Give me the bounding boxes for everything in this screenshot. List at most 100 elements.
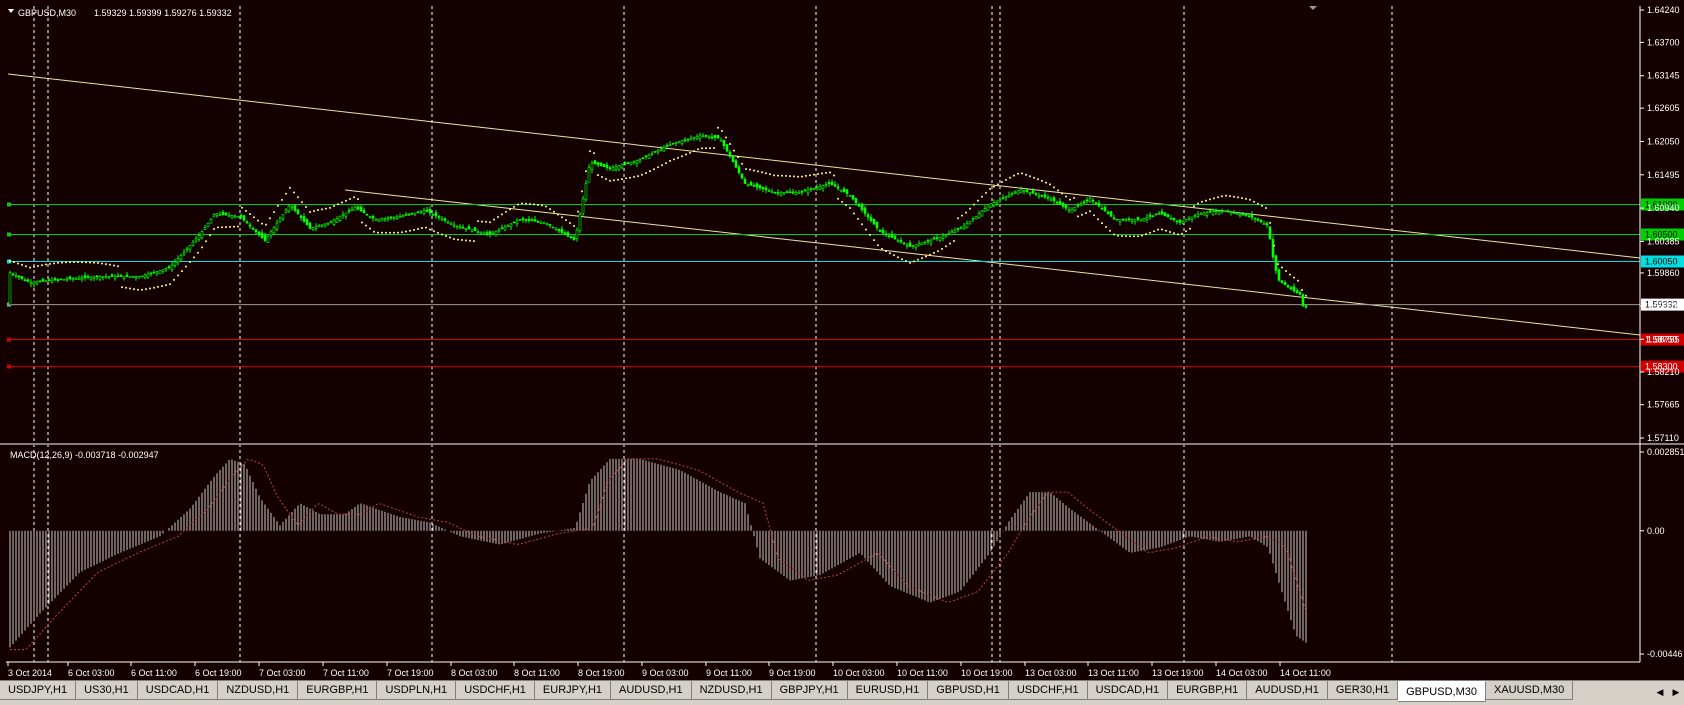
candle-body: [368, 216, 372, 218]
sar-dot: [601, 176, 603, 179]
chart-tab[interactable]: US30,H1: [76, 681, 138, 700]
candle-body: [677, 141, 681, 144]
level-marker[interactable]: [7, 259, 11, 264]
candle-body: [857, 204, 861, 207]
candle-body: [755, 183, 759, 188]
candle-body: [1082, 201, 1086, 204]
chart-tab[interactable]: AUDUSD,H1: [1247, 681, 1328, 700]
scroll-left-icon[interactable]: ◀: [1656, 687, 1664, 697]
chart-tab[interactable]: XAUUSD,M30: [1486, 681, 1574, 700]
sar-dot: [541, 204, 543, 207]
sar-dot: [409, 229, 411, 232]
candle-body: [881, 229, 885, 234]
sar-dot: [845, 203, 847, 206]
sar-dot: [637, 175, 639, 178]
sar-dot: [465, 239, 467, 242]
sar-dot: [561, 216, 563, 219]
sar-dot: [77, 261, 79, 264]
candle-body: [971, 218, 975, 221]
trendline-lower[interactable]: [344, 189, 1641, 336]
candle-body: [1004, 196, 1008, 198]
sar-dot: [649, 170, 651, 173]
sar-dot: [577, 210, 579, 213]
trendline-upper[interactable]: [7, 73, 1641, 259]
chart-tab[interactable]: GBPUSD,H1: [928, 681, 1009, 700]
chart-tab[interactable]: EURJPY,H1: [534, 681, 612, 700]
chart-tab[interactable]: EURGBP,H1: [298, 681, 378, 700]
candle-body: [1178, 219, 1182, 223]
chart-tab[interactable]: USDJPY,H1: [0, 681, 77, 700]
candle-body: [1016, 190, 1020, 195]
sar-dot: [709, 147, 711, 150]
price-tick-label: 1.62050: [1647, 136, 1680, 146]
candle-body: [467, 226, 471, 230]
candle-body: [1271, 239, 1275, 258]
chart-tab[interactable]: NZDUSD,H1: [218, 681, 299, 700]
time-tick-label: 9 Oct 03:00: [642, 668, 689, 678]
sar-dot: [309, 211, 311, 214]
sar-dot: [809, 174, 811, 177]
scroll-right-icon[interactable]: ▶: [1672, 687, 1680, 697]
candle-body: [977, 213, 981, 219]
sar-dot: [761, 171, 763, 174]
chart-tab[interactable]: USDCAD,H1: [137, 681, 219, 700]
chart-tab[interactable]: NZDUSD,H1: [691, 681, 772, 700]
candle-body: [89, 276, 93, 281]
candle-body: [680, 140, 684, 144]
candle-body: [233, 215, 237, 218]
candle-body: [815, 187, 819, 189]
candle-body: [317, 225, 321, 228]
sar-dot: [565, 219, 567, 222]
candle-body: [524, 219, 528, 221]
sar-dot: [385, 231, 387, 234]
chart-tab[interactable]: GBPJPY,H1: [771, 681, 848, 700]
candle-body: [140, 275, 144, 278]
candle-body: [308, 222, 312, 229]
time-tick-label: 9 Oct 11:00: [706, 668, 752, 678]
candle-body: [887, 235, 891, 237]
sar-dot: [1101, 222, 1103, 225]
candle-body: [560, 228, 564, 234]
candle-body: [767, 190, 771, 192]
chart-tab[interactable]: USDCHF,H1: [1008, 681, 1088, 700]
level-marker[interactable]: [7, 364, 11, 369]
level-marker[interactable]: [7, 202, 11, 207]
candle-body: [269, 231, 273, 236]
sar-dot: [849, 207, 851, 210]
chart-tab[interactable]: EURUSD,H1: [847, 681, 929, 700]
chart-tab[interactable]: USDCAD,H1: [1087, 681, 1169, 700]
chart-tab[interactable]: USDPLN,H1: [377, 681, 457, 700]
sar-dot: [657, 166, 659, 169]
chart-shift-marker-icon[interactable]: [1309, 6, 1317, 10]
candle-body: [920, 242, 924, 246]
sar-dot: [693, 150, 695, 153]
chart-tab[interactable]: GBPUSD,M30: [1398, 681, 1486, 702]
candle-body: [1100, 208, 1104, 210]
sar-dot: [645, 172, 647, 175]
price-chart[interactable]: 1.61000 1.60500 1.60050 1.59332 1.58750 1.583…: [0, 0, 1684, 680]
level-marker[interactable]: [7, 232, 11, 237]
candle-body: [896, 240, 900, 242]
candle-body: [494, 231, 498, 236]
chart-menu-arrow-icon[interactable]: [8, 9, 14, 13]
candle-body: [914, 244, 918, 248]
sar-dot: [917, 258, 919, 261]
candle-body: [242, 215, 246, 221]
chart-tab[interactable]: AUDUSD,H1: [611, 681, 692, 700]
chart-tab[interactable]: USDCHF,H1: [456, 681, 535, 700]
candle-body: [386, 217, 390, 220]
sar-dot: [965, 211, 967, 214]
candle-body: [1118, 219, 1122, 223]
candle-body: [428, 208, 432, 214]
candle-body: [575, 229, 579, 239]
candle-body: [1181, 220, 1185, 224]
candle-body: [395, 216, 399, 219]
sar-dot: [181, 270, 183, 273]
chart-tab[interactable]: GER30,H1: [1327, 681, 1399, 700]
sar-dot: [405, 230, 407, 233]
level-marker[interactable]: [7, 337, 11, 342]
sar-dot: [605, 177, 607, 180]
chart-tab[interactable]: EURGBP,H1: [1168, 681, 1248, 700]
chart-window[interactable]: 1.61000 1.60500 1.60050 1.59332 1.58750 1.583…: [0, 0, 1684, 680]
sar-dot: [1197, 202, 1199, 205]
